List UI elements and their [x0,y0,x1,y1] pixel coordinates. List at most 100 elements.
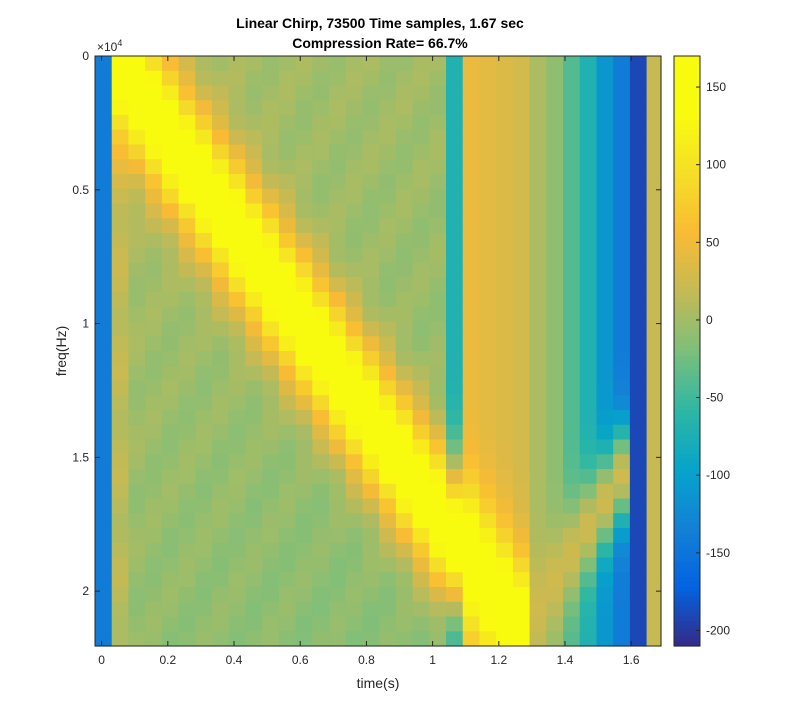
heatmap-cell [345,528,364,544]
heatmap-cell [262,144,280,160]
heatmap-cell [563,483,581,500]
heatmap-cell [278,395,297,411]
heatmap-cell [479,144,497,160]
heatmap-cell [278,70,297,87]
heatmap-cell [479,56,497,72]
heatmap-cell [546,587,564,603]
colorbar-segment [674,80,700,87]
heatmap-cell [512,321,531,337]
colorbar-segment [674,616,700,623]
heatmap-cell [496,115,514,131]
heatmap-cell [362,56,380,72]
heatmap-cell [563,336,581,352]
y-tick-label: 0.5 [72,183,89,197]
heatmap-cell [379,174,397,190]
heatmap-cell [195,424,213,441]
colorbar-tick-label: 0 [706,313,713,327]
heatmap-cell [379,188,397,205]
heatmap-cell [212,380,230,396]
heatmap-cell [446,572,464,588]
heatmap-cell [412,203,430,219]
heatmap-cell [596,469,614,485]
heatmap-cell [228,483,247,500]
heatmap-cell [145,572,163,588]
heatmap-cell [529,424,547,441]
heatmap-cell [646,306,662,323]
heatmap-cell [111,159,130,175]
colorbar-segment [674,355,700,362]
heatmap-cell [496,557,514,573]
colorbar-segment [674,508,700,514]
heatmap-cell [329,380,347,396]
heatmap-cell [345,159,364,175]
x-tick-label: 1 [429,653,436,667]
colorbar-segment [674,267,700,273]
heatmap-cell [446,513,464,529]
heatmap-cell [145,129,163,146]
x-tick-label: 1.6 [623,653,640,667]
heatmap-cell [479,498,497,514]
heatmap-cell [345,483,364,500]
colorbar-segment [674,587,700,593]
heatmap-cell [546,159,564,175]
heatmap-cell [245,115,263,131]
colorbar-tick-label: -100 [706,468,730,482]
heatmap-cell [111,174,130,190]
heatmap-cell [278,144,297,160]
heatmap-cell [546,572,564,588]
heatmap-cell [462,306,481,323]
heatmap-cell [95,174,113,190]
heatmap-cell [546,336,564,352]
heatmap-cell [579,395,598,411]
heatmap-cell [262,218,280,234]
heatmap-cell [563,513,581,529]
heatmap-cell [278,469,297,485]
x-tick-label: 1.2 [490,653,507,667]
heatmap-cell [596,439,614,455]
heatmap-cell [262,631,280,647]
heatmap-cell [529,100,547,116]
heatmap-cell [546,513,564,529]
heatmap-cell [429,498,447,514]
heatmap-cell [312,321,330,337]
heatmap-cell [278,572,297,588]
heatmap-cell [312,380,330,396]
heatmap-cell [111,247,130,264]
colorbar-segment [674,203,700,210]
heatmap-cell [312,159,330,175]
heatmap-cell [111,439,130,455]
heatmap-cell [95,336,113,352]
heatmap-cell [212,159,230,175]
heatmap-cell [178,454,196,470]
heatmap-cell [212,188,230,205]
heatmap-cell [429,306,447,323]
colorbar-segment [674,552,700,559]
heatmap-cell [312,233,330,249]
heatmap-cell [646,380,662,396]
heatmap-cell [529,351,547,367]
heatmap-cell [111,410,130,426]
heatmap-cell [345,439,364,455]
heatmap-cell [195,351,213,367]
heatmap-cell [613,587,631,603]
heatmap-cell [646,351,662,367]
heatmap-cell [345,174,364,190]
heatmap-cell [262,115,280,131]
heatmap-cell [512,56,531,72]
colorbar-segment [674,611,700,618]
heatmap-cell [228,513,247,529]
colorbar-segment [674,129,700,136]
heatmap-cell [278,188,297,205]
heatmap-cell [546,292,564,308]
heatmap-cell [629,498,648,514]
colorbar-segment [674,429,700,436]
heatmap-cell [479,100,497,116]
heatmap-cell [95,557,113,573]
heatmap-cell [212,70,230,87]
heatmap-cell [496,395,514,411]
heatmap-cell [563,218,581,234]
heatmap-cell [462,233,481,249]
heatmap-cell [579,85,598,101]
x-tick-label: 1.4 [557,653,574,667]
heatmap-cell [195,572,213,588]
